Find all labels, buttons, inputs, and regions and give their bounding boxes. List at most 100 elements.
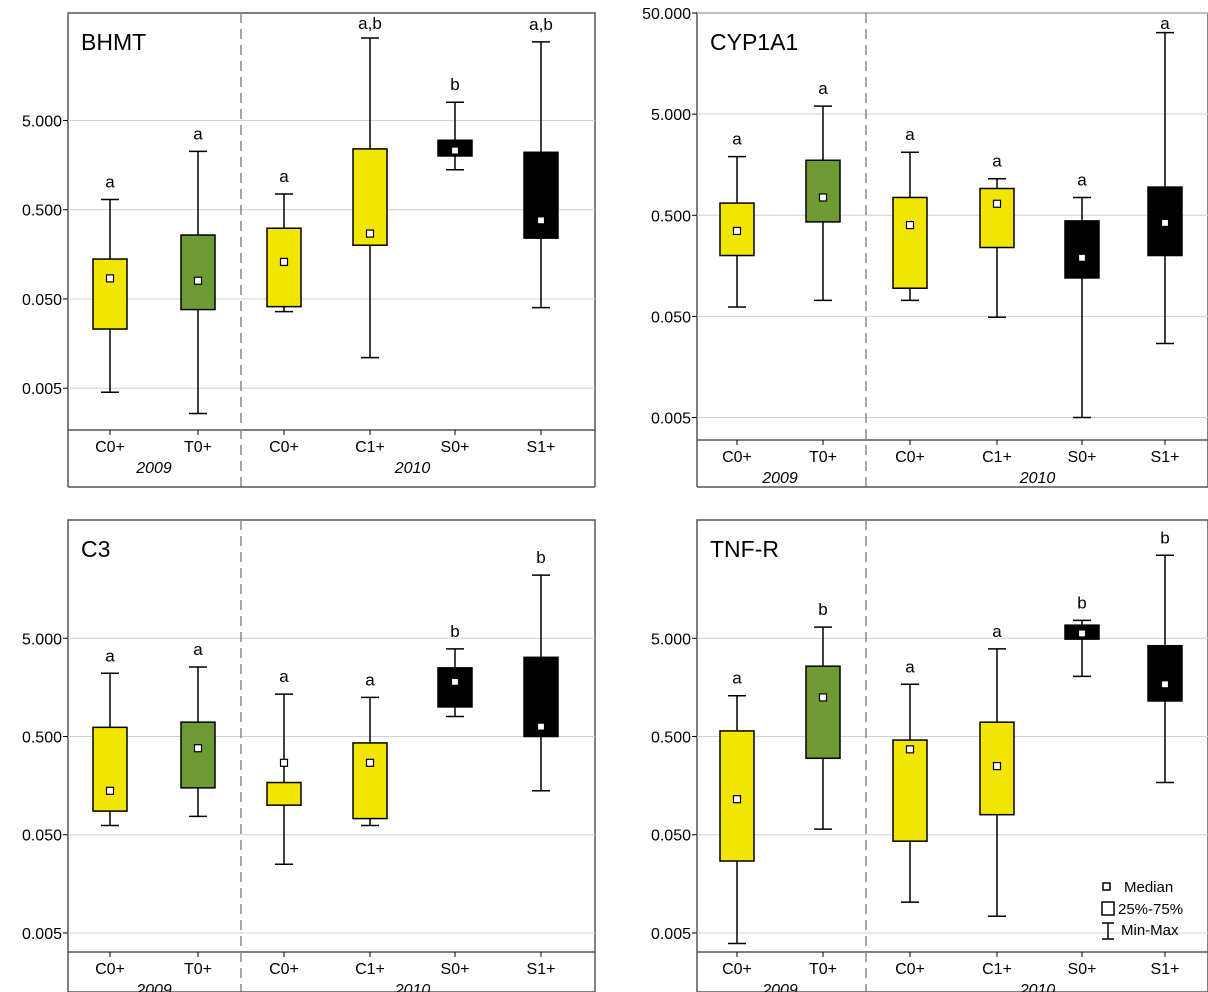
median-marker xyxy=(450,677,460,686)
median-marker xyxy=(818,693,828,702)
y-tick-label: 5.000 xyxy=(22,113,62,130)
significance-letter: b xyxy=(818,600,827,619)
iqr-box xyxy=(523,656,559,738)
significance-letter: a xyxy=(732,669,742,688)
significance-letter: a xyxy=(1077,170,1087,189)
x-tick-label: C0+ xyxy=(895,961,925,978)
x-tick-label: C1+ xyxy=(355,439,385,456)
year-group-label: 2010 xyxy=(394,460,431,477)
x-tick-label: C0+ xyxy=(269,961,299,978)
panel-title: C3 xyxy=(81,536,110,562)
c3-panel: 0.005 0.050 0.500 5.000 C3 a C0+ a T0+ a C0+ a C1+ b S… xyxy=(22,519,596,992)
median-marker xyxy=(732,795,742,804)
plot-frame xyxy=(67,12,596,431)
median-marker xyxy=(905,745,915,754)
x-tick-label: C0+ xyxy=(95,961,125,978)
median-marker xyxy=(818,193,828,202)
significance-letter: a xyxy=(279,167,289,186)
significance-letter: b xyxy=(1160,528,1169,547)
y-tick-label: 0.005 xyxy=(22,381,62,398)
median-marker xyxy=(279,257,289,267)
median-marker xyxy=(105,274,115,283)
iqr-box xyxy=(437,667,473,708)
box-legend-label: 25%-75% xyxy=(1118,901,1183,918)
median-marker xyxy=(732,226,742,236)
iqr-box xyxy=(180,721,216,789)
year-group-label: 2009 xyxy=(761,982,798,992)
median-marker xyxy=(905,220,915,230)
plot-frame xyxy=(696,519,1208,953)
x-tick-label: C1+ xyxy=(355,961,385,978)
significance-letter: a xyxy=(732,130,742,149)
median-marker xyxy=(1077,253,1087,262)
whisker-legend-marker xyxy=(1102,922,1114,940)
iqr-box xyxy=(1147,644,1183,702)
iqr-box xyxy=(266,227,302,308)
year-group-label: 2009 xyxy=(135,982,172,992)
median-marker xyxy=(450,146,460,155)
panel-title: TNF-R xyxy=(710,536,779,562)
y-tick-label: 50.000 xyxy=(642,6,691,23)
x-tick-label: C1+ xyxy=(982,449,1012,466)
tnfr-panel: 0.005 0.050 0.500 5.000 TNF-R a C0+ b T0+ a C0+ a C1… xyxy=(651,519,1208,992)
median-legend-label: Median xyxy=(1124,879,1173,896)
x-tick-label: T0+ xyxy=(184,961,212,978)
median-marker xyxy=(105,786,115,795)
significance-letter: a xyxy=(105,646,115,665)
x-tick-label: S1+ xyxy=(1151,449,1180,466)
significance-letter: a xyxy=(365,670,375,689)
significance-letter: a,b xyxy=(358,14,382,33)
x-tick-label: C0+ xyxy=(95,439,125,456)
iqr-box xyxy=(266,781,302,806)
y-tick-label: 0.050 xyxy=(22,828,62,845)
significance-letter: a xyxy=(279,667,289,686)
significance-letter: a xyxy=(818,79,828,98)
iqr-box xyxy=(92,258,128,330)
x-tick-label: S0+ xyxy=(1068,961,1097,978)
x-tick-label: S1+ xyxy=(527,439,556,456)
x-tick-label: C0+ xyxy=(722,449,752,466)
significance-letter: a xyxy=(193,124,203,143)
iqr-box xyxy=(892,196,928,289)
iqr-box xyxy=(352,742,388,820)
y-tick-label: 0.500 xyxy=(22,730,62,747)
y-tick-label: 0.500 xyxy=(651,730,691,747)
iqr-box xyxy=(979,187,1015,249)
x-tick-label: S0+ xyxy=(441,961,470,978)
panel-title: BHMT xyxy=(81,29,146,55)
x-tick-label: C0+ xyxy=(895,449,925,466)
x-tick-label: T0+ xyxy=(184,439,212,456)
significance-letter: a xyxy=(992,152,1002,171)
plot-frame xyxy=(696,12,1208,441)
median-legend-marker xyxy=(1102,882,1111,891)
median-marker xyxy=(536,722,546,731)
year-group-label: 2010 xyxy=(1019,982,1056,992)
x-tick-label: S0+ xyxy=(1068,449,1097,466)
iqr-box xyxy=(892,739,928,842)
year-group-label: 2010 xyxy=(1019,470,1056,487)
significance-letter: a xyxy=(193,640,203,659)
y-tick-label: 0.050 xyxy=(22,292,62,309)
significance-letter: b xyxy=(450,622,459,641)
x-tick-label: C1+ xyxy=(982,961,1012,978)
iqr-box xyxy=(1064,220,1100,279)
median-marker xyxy=(1077,629,1087,638)
significance-letter: b xyxy=(1077,593,1086,612)
median-marker xyxy=(365,758,375,767)
y-tick-label: 0.500 xyxy=(22,203,62,220)
significance-letter: b xyxy=(450,75,459,94)
median-marker xyxy=(1160,218,1170,228)
bhmt-panel: 0.005 0.050 0.500 5.000 BHMT a C0+ a T0+ a C0+ a,b C… xyxy=(22,12,596,488)
median-marker xyxy=(193,744,203,753)
significance-letter: b xyxy=(536,548,545,567)
median-marker xyxy=(193,276,203,285)
cyp1a1-panel: 0.005 0.050 0.500 5.000 50.000 CYP1A1 a C0+ a T0+… xyxy=(642,6,1208,488)
significance-letter: a xyxy=(105,173,115,192)
iqr-box xyxy=(92,726,128,812)
legend: Median 25%-75% Min-Max xyxy=(1101,879,1183,940)
median-marker xyxy=(1160,680,1170,689)
significance-letter: a xyxy=(1160,14,1170,33)
year-group-label: 2010 xyxy=(394,982,431,992)
y-tick-label: 0.005 xyxy=(651,926,691,943)
